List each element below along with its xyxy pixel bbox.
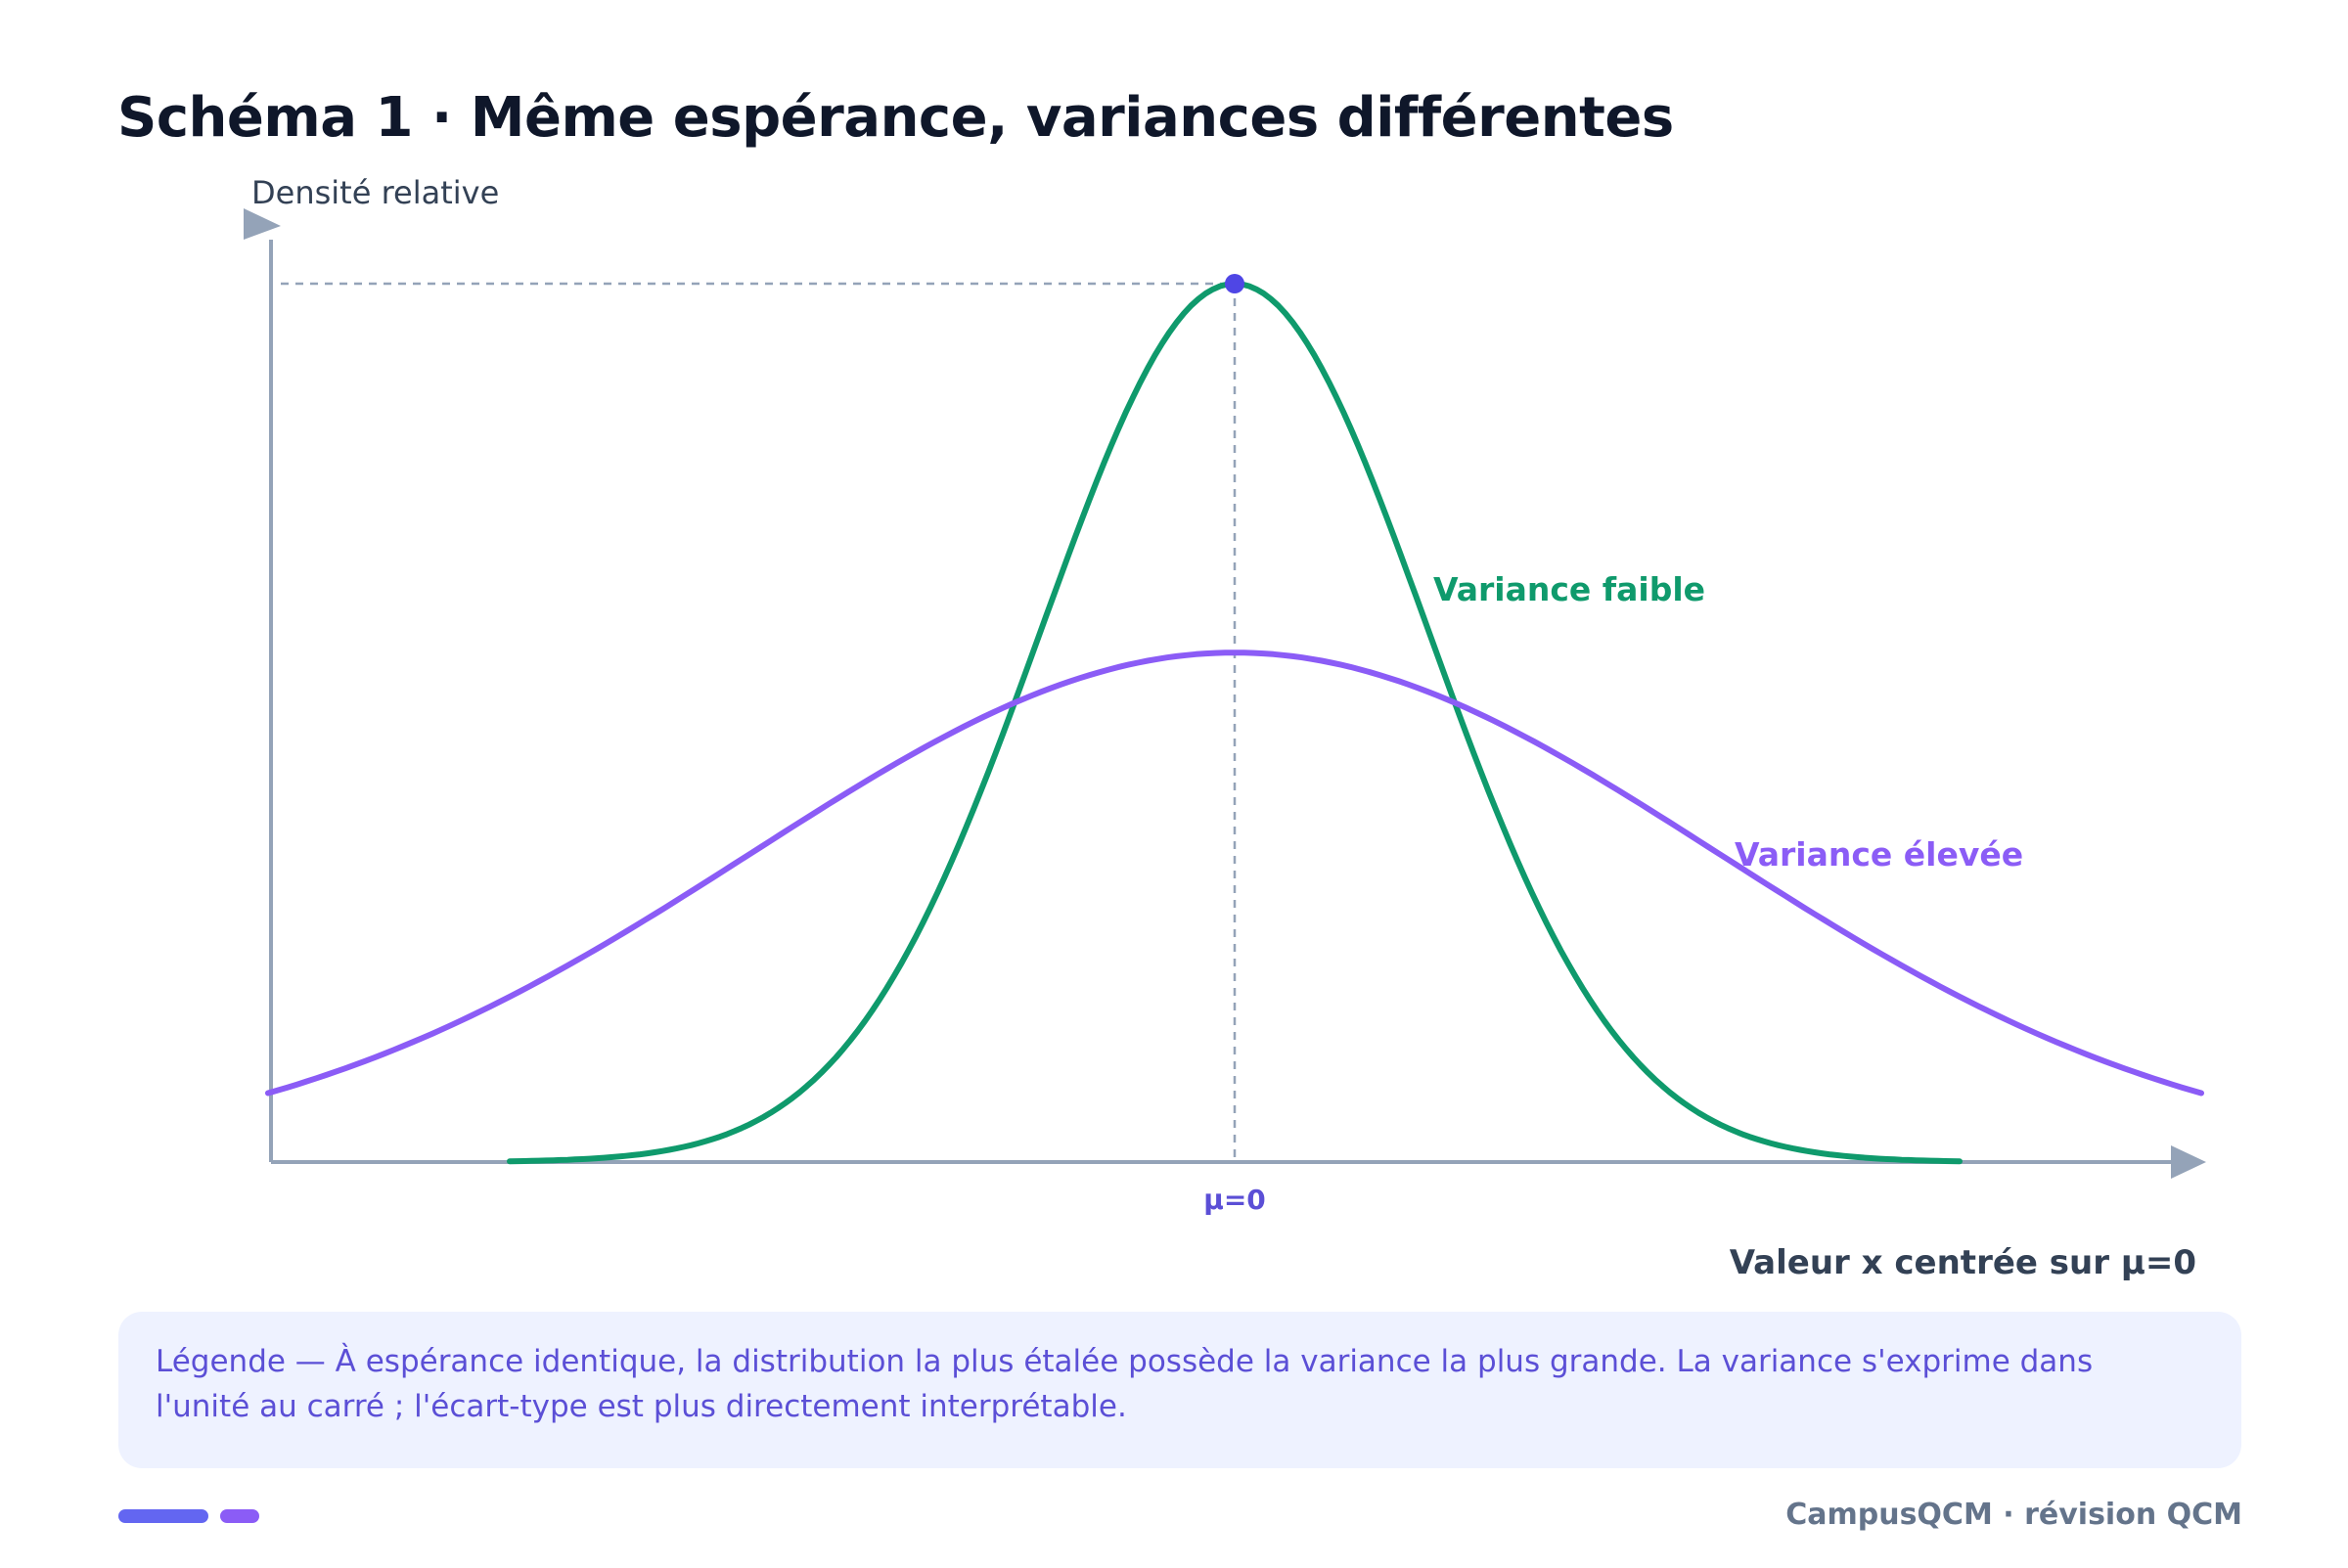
footer-brand: CampusQCM · révision QCM [1785, 1498, 2242, 1532]
series-label-low-variance: Variance faible [1433, 570, 1705, 608]
series-line-high-variance [265, 650, 2204, 1097]
normal-distribution-chart: Densité relative Valeur x centrée sur μ=0… [244, 174, 2206, 1282]
legend-text: Légende — À espérance identique, la dist… [156, 1344, 2094, 1424]
series-label-high-variance: Variance élevée [1735, 835, 2023, 874]
x-tick-label-mean: μ=0 [1203, 1184, 1266, 1216]
x-axis-arrow [2171, 1145, 2206, 1179]
legend-box: Légende — À espérance identique, la dist… [118, 1312, 2241, 1468]
footer-bar-primary [118, 1509, 208, 1523]
y-axis-arrow [244, 208, 281, 240]
x-axis-label: Valeur x centrée sur μ=0 [1730, 1243, 2196, 1282]
y-axis-label: Densité relative [251, 174, 499, 211]
footer-bar-secondary [220, 1509, 259, 1523]
series-line-low-variance [507, 281, 1963, 1165]
chart-title: Schéma 1 · Même espérance, variances dif… [117, 86, 1674, 150]
peak-marker [1225, 274, 1244, 293]
